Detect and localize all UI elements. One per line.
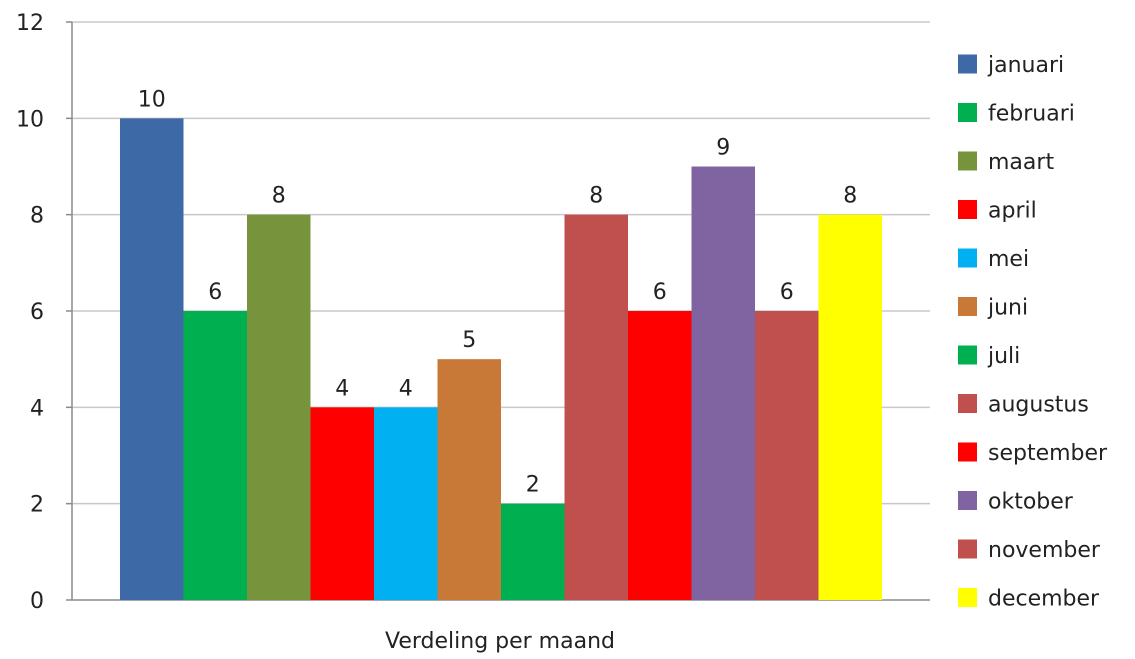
legend-item-december: december: [958, 587, 1100, 612]
legend-label: oktober: [988, 490, 1074, 515]
bar-oktober: [691, 166, 755, 600]
y-tick-label: 2: [30, 493, 44, 518]
bar-september: [628, 311, 692, 600]
bar-januari: [120, 118, 184, 600]
legend-label: december: [988, 587, 1100, 612]
legend-label: juli: [987, 344, 1020, 369]
legend-label: maart: [988, 150, 1054, 175]
legend-label: april: [988, 199, 1037, 224]
y-tick-label: 10: [16, 107, 44, 132]
bar-maart: [247, 214, 311, 600]
data-label-februari: 6: [208, 280, 222, 305]
legend-item-april: april: [958, 199, 1037, 224]
bar-november: [755, 311, 819, 600]
data-labels: 10 6 8 4 4 5 2 8 6 9 6 8: [138, 87, 858, 497]
y-tick-label: 8: [30, 204, 44, 229]
bar-augustus: [564, 214, 628, 600]
data-label-september: 6: [653, 280, 667, 305]
legend-label: november: [988, 538, 1101, 563]
y-tick-label: 6: [30, 300, 44, 325]
legend-swatch: [958, 442, 977, 462]
legend-swatch: [958, 200, 977, 219]
legend-swatch: [958, 539, 977, 559]
data-label-juni: 5: [462, 328, 476, 353]
legend-swatch: [958, 151, 977, 171]
legend-swatch: [958, 297, 977, 316]
bar-februari: [183, 311, 247, 600]
bar-juni: [437, 359, 501, 600]
legend-item-maart: maart: [958, 150, 1054, 175]
legend: januari februari maart april mei juni juli augu…: [958, 53, 1108, 612]
legend-label: februari: [988, 102, 1075, 127]
legend-label: juni: [987, 296, 1028, 321]
bar-juli: [501, 503, 565, 600]
bar-april: [310, 407, 374, 600]
data-label-december: 8: [843, 184, 857, 209]
legend-label: augustus: [988, 393, 1089, 418]
data-label-januari: 10: [138, 87, 166, 112]
y-tick-label: 0: [30, 589, 44, 614]
legend-item-januari: januari: [958, 53, 1064, 78]
y-axis-ticks: 0 2 4 6 8 10 12: [16, 11, 73, 614]
legend-swatch: [958, 103, 977, 122]
legend-swatch: [958, 588, 977, 607]
legend-item-juli: juli: [958, 344, 1020, 369]
legend-swatch: [958, 345, 977, 365]
data-label-augustus: 8: [589, 184, 603, 209]
data-label-oktober: 9: [716, 136, 730, 161]
x-axis-label: Verdeling per maand: [385, 629, 615, 654]
legend-label: januari: [987, 53, 1064, 78]
legend-item-augustus: augustus: [958, 393, 1089, 418]
data-label-maart: 8: [272, 184, 286, 209]
legend-swatch: [958, 394, 977, 413]
legend-swatch: [958, 248, 977, 268]
legend-item-mei: mei: [958, 247, 1029, 272]
legend-label: mei: [988, 247, 1029, 272]
bar-december: [818, 214, 882, 600]
bar-mei: [374, 407, 438, 600]
y-tick-label: 12: [16, 11, 44, 36]
legend-item-september: september: [958, 441, 1108, 466]
legend-swatch: [958, 491, 977, 510]
data-label-april: 4: [335, 376, 349, 401]
bars: [120, 118, 882, 600]
legend-item-juni: juni: [958, 296, 1028, 321]
legend-label: september: [988, 441, 1108, 466]
legend-item-november: november: [958, 538, 1101, 563]
data-label-november: 6: [780, 280, 794, 305]
legend-swatch: [958, 54, 977, 74]
y-tick-label: 4: [30, 396, 44, 421]
data-label-juli: 2: [526, 473, 540, 498]
legend-item-februari: februari: [958, 102, 1075, 127]
data-label-mei: 4: [399, 376, 413, 401]
legend-item-oktober: oktober: [958, 490, 1074, 515]
